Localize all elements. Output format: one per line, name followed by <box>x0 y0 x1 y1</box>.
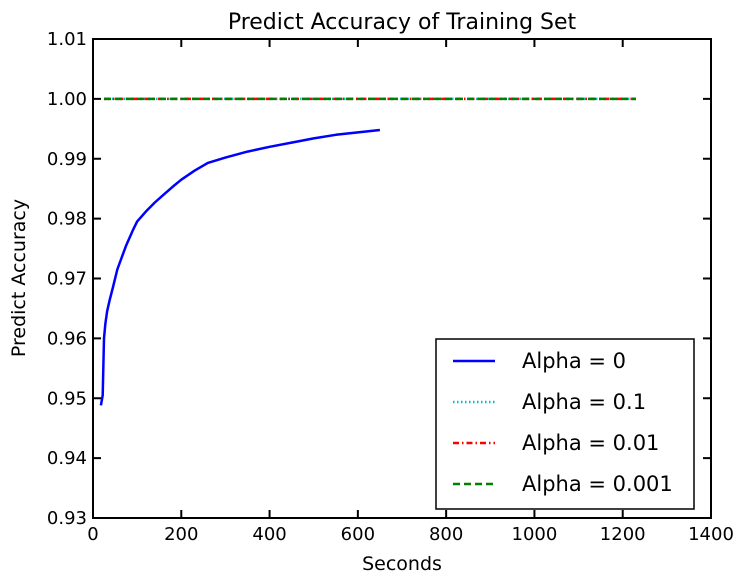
legend-box <box>435 338 695 510</box>
x-tick-label: 800 <box>429 524 463 545</box>
x-tick-label: 1000 <box>512 524 558 545</box>
x-tick-label: 1200 <box>600 524 646 545</box>
y-tick-label: 0.94 <box>47 448 87 469</box>
legend-label: Alpha = 0 <box>522 349 626 373</box>
legend: Alpha = 0 Alpha = 0.1 Alpha = 0.01 Alpha = … <box>435 338 695 510</box>
x-tick-label: 200 <box>164 524 198 545</box>
y-axis-label: Predict Accuracy <box>8 199 30 357</box>
legend-label: Alpha = 0.01 <box>522 431 659 455</box>
legend-label: Alpha = 0.1 <box>522 390 646 414</box>
y-tick-label: 1.01 <box>47 29 87 50</box>
plot-lines <box>99 97 636 406</box>
chart-title: Predict Accuracy of Training Set <box>228 10 577 35</box>
y-tick-label: 0.99 <box>47 149 87 170</box>
x-tick-label: 600 <box>341 524 375 545</box>
y-tick-label: 0.96 <box>47 328 87 349</box>
x-tick-label: 400 <box>252 524 286 545</box>
y-tick-label: 0.97 <box>47 269 87 290</box>
series-line-0 <box>99 128 381 406</box>
x-tick-label: 0 <box>87 524 98 545</box>
y-tick-label: 0.98 <box>47 209 87 230</box>
plot-frame <box>92 38 712 519</box>
tick-labels: 0 200 400 600 800 1000 1200 1400 0.93 0.94 0.95 0.9… <box>47 29 734 545</box>
y-tick-label: 0.95 <box>47 388 87 409</box>
y-tick-label: 0.93 <box>47 508 87 529</box>
y-tick-label: 1.00 <box>47 89 87 110</box>
x-tick-label: 1400 <box>688 524 734 545</box>
legend-label: Alpha = 0.001 <box>522 472 673 496</box>
x-axis-label: Seconds <box>362 553 442 575</box>
